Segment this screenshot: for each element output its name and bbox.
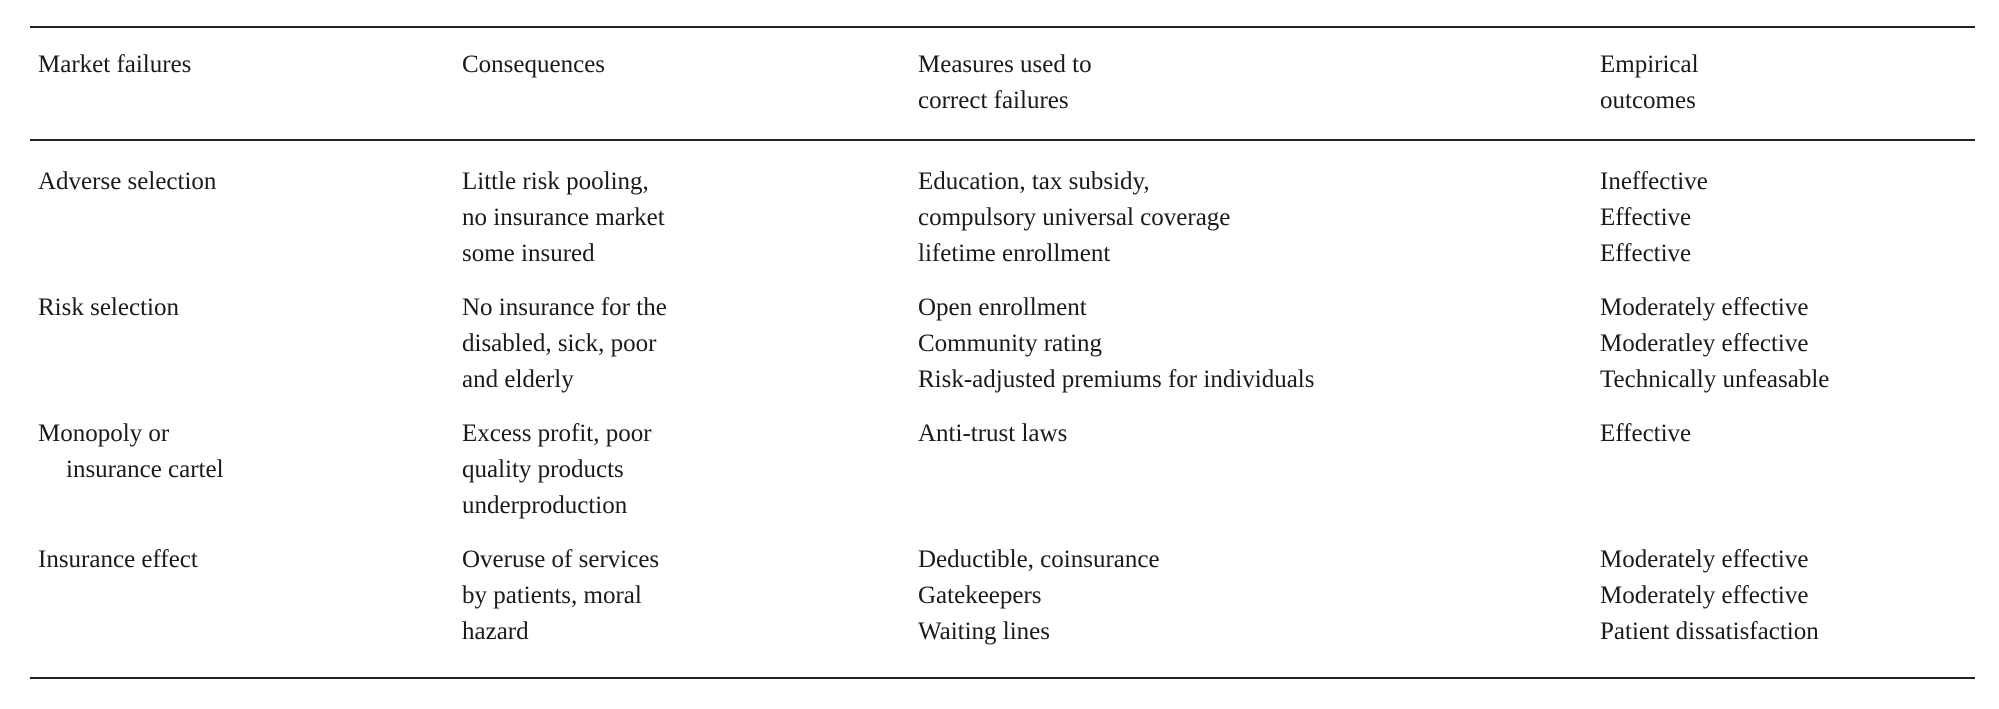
header-consequences: Consequences [462, 47, 605, 83]
row-insurance-effect-consequences: Overuse of services by patients, moral h… [462, 542, 659, 650]
row-risk-selection-failure: Risk selection [38, 290, 179, 326]
cell-line: Moderately effective [1600, 546, 1809, 573]
header-line: Consequences [462, 51, 606, 78]
cell-line: Moderately effective [1600, 294, 1809, 321]
cell-line: Technically unfeasable [1600, 366, 1830, 393]
header-line: Market failures [38, 51, 192, 78]
header-measures: Measures used to correct failures [918, 47, 1092, 119]
cell-line: Anti-trust laws [918, 420, 1068, 447]
cell-line: Risk selection [38, 294, 179, 321]
cell-line: No insurance for the [462, 294, 667, 321]
cell-line: disabled, sick, poor [462, 330, 657, 357]
cell-line: Deductible, coinsurance [918, 546, 1160, 573]
header-line: Measures used to [918, 51, 1092, 78]
row-insurance-effect-failure: Insurance effect [38, 542, 198, 578]
row-adverse-selection-failure: Adverse selection [38, 164, 216, 200]
table-top-rule [30, 26, 1975, 28]
cell-line: Moderately effective [1600, 582, 1809, 609]
row-adverse-selection-outcomes: Ineffective Effective Effective [1600, 164, 1708, 272]
cell-line: Gatekeepers [918, 582, 1042, 609]
cell-line: Open enrollment [918, 294, 1087, 321]
cell-line: Adverse selection [38, 168, 217, 195]
row-monopoly-measures: Anti-trust laws [918, 416, 1067, 452]
header-line: correct failures [918, 87, 1069, 114]
cell-line: Monopoly or [38, 420, 170, 447]
header-outcomes: Empirical outcomes [1600, 47, 1699, 119]
cell-line: Effective [1600, 240, 1692, 267]
cell-line: Moderatley effective [1600, 330, 1809, 357]
cell-line: lifetime enrollment [918, 240, 1111, 267]
cell-line: Insurance effect [38, 546, 198, 573]
table-header-rule [30, 139, 1975, 141]
cell-line: and elderly [462, 366, 574, 393]
row-adverse-selection-measures: Education, tax subsidy, compulsory unive… [918, 164, 1230, 272]
cell-line: Effective [1600, 204, 1692, 231]
row-risk-selection-outcomes: Moderately effective Moderatley effectiv… [1600, 290, 1829, 398]
cell-line: compulsory universal coverage [918, 204, 1231, 231]
cell-line: Excess profit, poor [462, 420, 652, 447]
cell-line: Waiting lines [918, 618, 1050, 645]
row-monopoly-outcomes: Effective [1600, 416, 1691, 452]
cell-line: Little risk pooling, [462, 168, 649, 195]
row-adverse-selection-consequences: Little risk pooling, no insurance market… [462, 164, 665, 272]
row-insurance-effect-outcomes: Moderately effective Moderately effectiv… [1600, 542, 1819, 650]
cell-line: hazard [462, 618, 529, 645]
row-risk-selection-consequences: No insurance for the disabled, sick, poo… [462, 290, 667, 398]
row-monopoly-failure: Monopoly or insurance cartel [38, 416, 224, 488]
cell-line: Effective [1600, 420, 1692, 447]
cell-line: Overuse of services [462, 546, 660, 573]
cell-line: some insured [462, 240, 595, 267]
cell-line: insurance cartel [66, 456, 224, 483]
cell-line: Community rating [918, 330, 1103, 357]
cell-line: underproduction [462, 492, 628, 519]
row-insurance-effect-measures: Deductible, coinsurance Gatekeepers Wait… [918, 542, 1160, 650]
cell-line: by patients, moral [462, 582, 642, 609]
header-market-failures: Market failures [38, 47, 191, 83]
cell-line: Risk-adjusted premiums for individuals [918, 366, 1315, 393]
cell-line: quality products [462, 456, 624, 483]
header-line: Empirical [1600, 51, 1699, 78]
table-bottom-rule [30, 677, 1975, 679]
cell-line: Ineffective [1600, 168, 1708, 195]
cell-line: Patient dissatisfaction [1600, 618, 1819, 645]
header-line: outcomes [1600, 87, 1696, 114]
row-monopoly-consequences: Excess profit, poor quality products und… [462, 416, 652, 524]
cell-line: no insurance market [462, 204, 665, 231]
cell-line: Education, tax subsidy, [918, 168, 1150, 195]
row-risk-selection-measures: Open enrollment Community rating Risk-ad… [918, 290, 1314, 398]
